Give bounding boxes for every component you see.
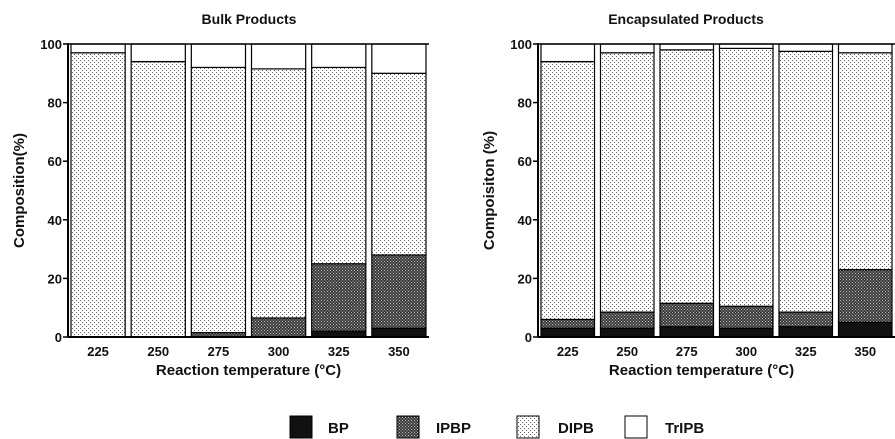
chart-1-bar-ipbp-325: [778, 311, 834, 328]
chart-0-bar-dipb-300: [250, 68, 307, 319]
chart-0-title: Bulk Products: [202, 11, 297, 27]
chart-1-bar-ipbp-350: [837, 269, 893, 323]
legend-label-dipb: DIPB: [558, 420, 594, 437]
chart-0-bar-tripb-275: [190, 43, 247, 69]
chart-0-bar-dipb-225: [70, 52, 126, 338]
chart-1-bar-ipbp-300: [718, 305, 774, 329]
chart-1-bar-dipb-325: [778, 50, 834, 313]
chart-0-y-tick-label-100: 100: [40, 37, 62, 52]
chart-1-y-tick-label-100: 100: [510, 37, 532, 52]
chart-0-bar-tripb-300: [250, 43, 307, 70]
chart-panel-bulk-products: Bulk Products 225 250 275 300 325 350 0 20 40 60 80…: [11, 11, 429, 379]
chart-0-x-tick-label-300: 300: [268, 344, 290, 359]
chart-0-y-tick-label-20: 20: [48, 271, 62, 286]
chart-1-bar-ipbp-275: [659, 302, 715, 328]
chart-0-bar-dipb-275: [190, 66, 247, 334]
chart-0-bar-bp-350: [371, 327, 427, 338]
chart-0-bar-tripb-350: [371, 43, 427, 74]
chart-1-bar-dipb-350: [837, 52, 893, 271]
chart-1-title: Encapsulated Products: [608, 11, 764, 27]
chart-1-bar-dipb-300: [718, 47, 774, 307]
legend-label-bp: BP: [328, 420, 349, 437]
chart-0-y-tick-label-0: 0: [55, 330, 62, 345]
legend-swatch-dipb: [516, 415, 540, 439]
legend: BP IPBP DIPB TrIPB: [289, 415, 704, 439]
chart-1-bar-dipb-275: [659, 49, 715, 304]
chart-0-y-tick-label-80: 80: [48, 96, 62, 111]
chart-0-x-tick-label-350: 350: [388, 344, 410, 359]
legend-swatch-ipbp: [396, 415, 420, 439]
chart-1-bar-tripb-350: [837, 43, 893, 54]
chart-1-x-axis-label: Reaction temperature (°C): [609, 362, 794, 379]
chart-1-bar-bp-350: [837, 321, 893, 338]
chart-0-x-tick-label-225: 225: [87, 344, 109, 359]
chart-0-bar-tripb-250: [130, 43, 186, 63]
chart-0-x-tick-label-325: 325: [328, 344, 350, 359]
chart-1-y-tick-label-60: 60: [518, 154, 532, 169]
legend-label-tripb: TrIPB: [665, 420, 704, 437]
chart-1-x-tick-label-325: 325: [795, 344, 817, 359]
chart-1-y-tick-label-0: 0: [525, 330, 532, 345]
chart-0-y-axis-label: Composition(%): [11, 133, 28, 248]
chart-1-bar-bp-300: [718, 327, 774, 338]
chart-1-bar-ipbp-250: [599, 311, 655, 329]
chart-0-bar-ipbp-325: [311, 263, 367, 332]
chart-1-bar-dipb-250: [599, 52, 655, 313]
chart-1-x-tick-label-275: 275: [676, 344, 698, 359]
chart-1-bar-tripb-275: [659, 43, 715, 51]
chart-1-bar-dipb-225: [540, 60, 596, 321]
legend-swatch-bp: [289, 415, 313, 439]
chart-0-x-tick-label-275: 275: [208, 344, 230, 359]
chart-1-bar-bp-325: [778, 326, 834, 338]
chart-1-bar-tripb-225: [540, 43, 596, 63]
chart-1-y-axis-label: Compoisiton (%): [481, 131, 498, 250]
chart-1-y-tick-label-80: 80: [518, 96, 532, 111]
legend-swatch-tripb: [624, 415, 648, 439]
chart-0-bar-dipb-250: [130, 60, 186, 338]
chart-1-bar-tripb-325: [778, 43, 834, 52]
chart-0-y-tick-label-40: 40: [48, 213, 62, 228]
chart-1-x-tick-label-350: 350: [854, 344, 876, 359]
chart-0-bar-tripb-325: [311, 43, 367, 69]
chart-1-x-tick-label-250: 250: [616, 344, 638, 359]
chart-1-y-tick-label-40: 40: [518, 213, 532, 228]
chart-0-bar-ipbp-350: [371, 254, 427, 329]
chart-1-bar-bp-225: [540, 327, 596, 338]
chart-0-x-tick-label-250: 250: [147, 344, 169, 359]
chart-1-x-tick-label-225: 225: [557, 344, 579, 359]
chart-0-bar-ipbp-300: [250, 317, 307, 338]
chart-0-x-axis-label: Reaction temperature (°C): [156, 362, 341, 379]
chart-0-y-tick-label-60: 60: [48, 154, 62, 169]
chart-1-bar-bp-250: [599, 327, 655, 338]
chart-panel-encapsulated-products: Encapsulated Products 225 250 275 300 325 350 0…: [481, 11, 895, 379]
chart-1-bar-ipbp-225: [540, 318, 596, 329]
chart-0-bar-tripb-225: [70, 43, 126, 54]
chart-0-bar-dipb-350: [371, 72, 427, 256]
chart-1-y-tick-label-20: 20: [518, 271, 532, 286]
chart-1-bar-bp-275: [659, 326, 715, 338]
chart-0-bar-dipb-325: [311, 66, 367, 265]
chart-1-bar-tripb-250: [599, 43, 655, 54]
legend-label-ipbp: IPBP: [436, 420, 471, 437]
chart-1-x-tick-label-300: 300: [735, 344, 757, 359]
